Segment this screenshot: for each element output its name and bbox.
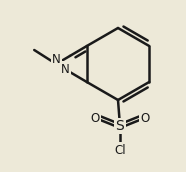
Text: S: S xyxy=(116,119,124,133)
Text: O: O xyxy=(140,111,150,125)
Text: N: N xyxy=(61,63,69,76)
Text: O: O xyxy=(90,111,100,125)
Text: Cl: Cl xyxy=(114,143,126,157)
Text: N: N xyxy=(52,52,61,66)
